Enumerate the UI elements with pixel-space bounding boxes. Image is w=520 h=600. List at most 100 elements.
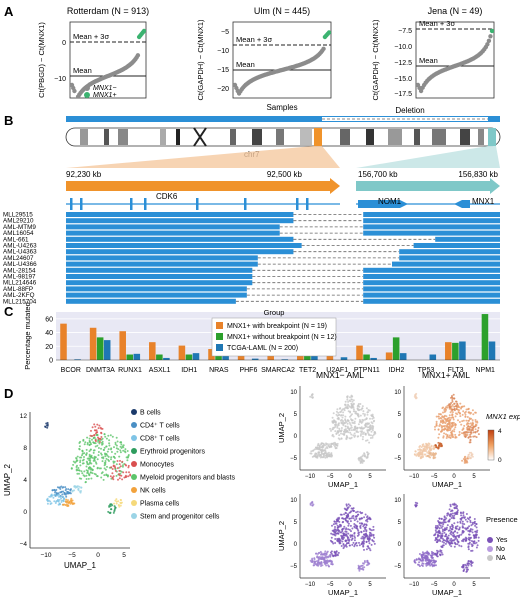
umap-cell (447, 534, 450, 537)
umap-cell (365, 541, 368, 543)
umap-cell (77, 489, 80, 492)
umap-cell (456, 413, 459, 416)
mean-label: Mean (73, 66, 92, 75)
umap-cell (460, 405, 463, 408)
umap-cell (111, 468, 114, 470)
umap-cell (75, 459, 78, 462)
umap-cell (83, 452, 86, 455)
umap-cell (88, 450, 91, 453)
umap-cell (474, 419, 477, 421)
umap-cell (469, 528, 472, 530)
umap-cell (120, 470, 123, 473)
umap-cell (440, 549, 443, 552)
umap-cell (442, 411, 444, 414)
region-arrow-right (356, 178, 500, 194)
umap-cell (107, 458, 110, 461)
umap-cell (361, 461, 364, 464)
umap-cell (366, 423, 369, 426)
umap-cell (126, 450, 129, 452)
umap-cell (358, 421, 361, 423)
umap-cell (475, 523, 478, 525)
umap-cell (349, 534, 352, 537)
umap-cell (465, 566, 468, 569)
legend-swatch (131, 474, 137, 480)
umap-cell (449, 542, 452, 545)
umap-cell (334, 430, 337, 433)
umap-cell (359, 524, 362, 527)
legend-swatch (131, 409, 137, 415)
umap-cell (476, 529, 479, 532)
umap-cell (474, 411, 477, 414)
umap-cell (334, 526, 336, 528)
umap-cell (111, 435, 114, 438)
umap-cell (125, 464, 128, 467)
umap-cell (458, 526, 461, 529)
umap-cell (366, 439, 369, 442)
umap-cell (329, 560, 331, 562)
umap-cell (444, 424, 447, 427)
umap-cell (425, 445, 428, 447)
umap-cell (360, 426, 363, 429)
umap-cell (127, 464, 130, 467)
umap-cell (440, 534, 443, 537)
umap-cell (420, 451, 423, 454)
umap-cell (461, 429, 464, 431)
umap-cell (454, 530, 457, 533)
umap-cell (338, 541, 341, 544)
umap-cell (472, 413, 475, 416)
umap-cell (450, 531, 453, 534)
umap-cell (454, 433, 457, 436)
umap-cell (92, 465, 95, 468)
umap-cell (60, 497, 63, 500)
umap-cell (336, 442, 339, 445)
umap-cell (88, 444, 91, 447)
umap-cell (453, 545, 456, 548)
umap-cell (431, 564, 434, 567)
umap-cell (108, 442, 111, 445)
umap-cell (474, 420, 477, 423)
chrom-band (230, 129, 236, 145)
umap-cell (450, 513, 453, 516)
sample-bar-left (66, 255, 258, 261)
umap-cell (469, 519, 472, 522)
umap-cell (94, 429, 97, 432)
umap-cell (105, 445, 108, 448)
umap-cell (69, 502, 72, 505)
umap-cell (109, 475, 112, 478)
umap-cell (450, 402, 453, 404)
umap-cell (441, 415, 444, 418)
umap-cell (60, 499, 63, 502)
umap-cell (371, 539, 374, 541)
umap-cell (463, 523, 466, 526)
umap-cell (349, 400, 352, 403)
legend-swatch (131, 461, 137, 467)
y-axis-label: Percentage mutated (23, 302, 32, 370)
umap-cell (316, 444, 319, 447)
umap-cell (369, 549, 372, 552)
sample-bar-left (66, 298, 236, 304)
umap-cell (473, 535, 476, 538)
chrom-band (276, 129, 284, 145)
umap-cell (330, 552, 333, 555)
umap-cell (345, 519, 348, 522)
umap-cell (359, 527, 362, 529)
umap-cell (346, 425, 349, 428)
umap-cell (473, 537, 476, 540)
umap-cell (429, 449, 432, 452)
umap-cell (311, 504, 314, 507)
umap-cell (466, 517, 469, 520)
umap-cell (363, 523, 366, 526)
umap-cell (462, 530, 464, 532)
sample-label: AML-U4366 (3, 261, 37, 268)
umap-cell (127, 475, 130, 478)
mean3s-label: Mean + 3σ (236, 35, 272, 44)
umap-cell (120, 502, 122, 505)
umap-cell (453, 534, 456, 537)
umap-cell (415, 504, 418, 507)
umap-cell (88, 453, 91, 456)
y-tick-label: 5 (398, 520, 402, 526)
umap-cell (110, 466, 113, 469)
umap-cell (332, 542, 335, 545)
umap-cell (329, 427, 332, 430)
